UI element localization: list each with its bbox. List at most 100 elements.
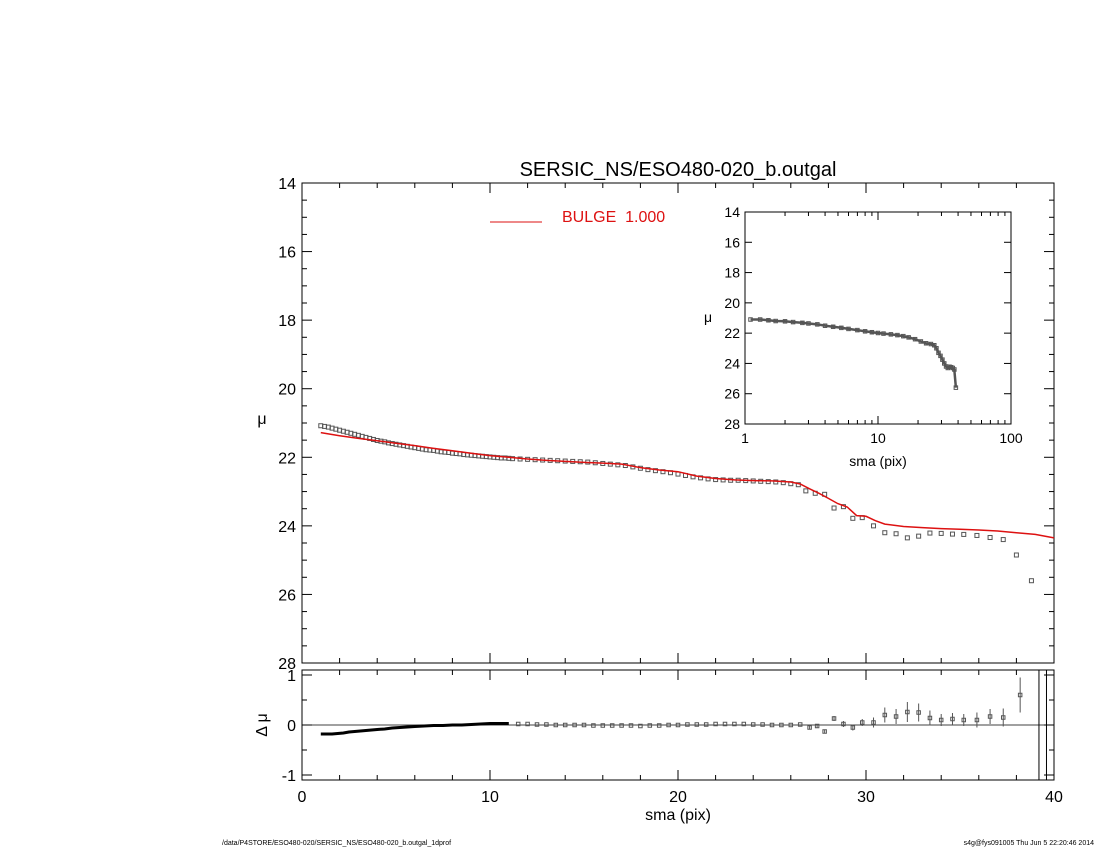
residual-x-axis-label: sma (pix)	[645, 807, 711, 824]
main-data-point	[645, 467, 651, 473]
residual-data-points	[320, 670, 1047, 780]
main-data-point	[1000, 537, 1006, 543]
main-data-point	[803, 488, 809, 494]
residual-xtick-label: 0	[298, 789, 307, 806]
residual-data-point	[871, 720, 876, 725]
residual-data-point	[779, 722, 784, 728]
main-ytick-label: 28	[278, 656, 296, 673]
inset-ytick-label: 28	[724, 416, 740, 432]
residual-data-point	[553, 722, 559, 728]
residual-ytick-label: 0	[287, 718, 296, 735]
footer-file-path: /data/P4STORE/ESO480-020/SERSIC_NS/ESO48…	[222, 840, 452, 847]
inset-y-ticks: 14 16 18 20 22 24 26 28	[724, 204, 1011, 432]
inset-data-band	[750, 318, 958, 388]
main-data-point	[949, 531, 955, 537]
main-ytick-label: 14	[278, 176, 296, 193]
main-data-point	[871, 523, 877, 529]
main-y-ticks: 14 16 18 20 22 24 26 28	[278, 176, 1054, 673]
residual-xtick-label: 20	[669, 789, 687, 806]
residual-data-point	[882, 712, 888, 718]
residual-data-point	[647, 723, 653, 728]
residual-data-point	[581, 722, 587, 728]
residual-data-point	[713, 721, 718, 727]
residual-data-point	[628, 723, 634, 728]
residual-x-ticks: 0 10 20 30 40	[298, 670, 1063, 806]
inset-x-axis-label: sma (pix)	[849, 453, 907, 469]
residual-data-point	[732, 721, 737, 727]
inset-plot-frame	[744, 211, 1012, 425]
residual-xtick-label: 30	[857, 789, 875, 806]
residual-data-point	[544, 722, 549, 727]
residual-data-point	[950, 716, 955, 722]
inset-y-axis-label: μ	[704, 309, 712, 325]
main-ytick-label: 26	[278, 587, 296, 604]
main-data-point	[652, 468, 658, 474]
inset-xtick-label: 10	[870, 430, 886, 446]
residual-data-point	[525, 721, 530, 727]
bulge-model-polyline	[320, 431, 1055, 539]
residual-data-point	[600, 723, 606, 728]
residual-data-point	[722, 721, 728, 727]
inset-xtick-label: 1	[741, 430, 749, 446]
inset-ytick-label: 14	[724, 204, 740, 220]
residual-xtick-label: 10	[481, 789, 499, 806]
inset-data-points	[748, 317, 959, 390]
main-data-point	[882, 530, 888, 536]
residual-data-point	[685, 722, 690, 727]
main-x-ticks	[301, 183, 1055, 663]
main-data-point	[850, 515, 856, 521]
main-y-axis-label: μ	[257, 411, 266, 428]
inset-ytick-label: 24	[724, 355, 740, 371]
legend: BULGE 1.000	[490, 209, 665, 226]
inset-x-ticks: 1 10 100	[741, 212, 1023, 446]
residual-data-point	[694, 722, 700, 727]
chart-title: SERSIC_NS/ESO480-020_b.outgal	[520, 159, 837, 181]
inset-ytick-label: 18	[724, 265, 740, 281]
residual-panel: -101 0 10 20 30 40 Δ μ sma (pix)	[254, 668, 1063, 824]
main-data-point	[713, 477, 719, 483]
bulge-model-line	[320, 431, 1055, 539]
residual-ytick-label: -1	[282, 768, 296, 785]
residual-data-point	[1017, 692, 1023, 698]
residual-data-point	[572, 722, 577, 728]
residual-data-point	[850, 725, 856, 730]
main-ytick-label: 22	[278, 450, 296, 467]
main-data-point	[961, 531, 967, 537]
residual-data-point	[1000, 715, 1006, 720]
inset-ytick-label: 16	[724, 234, 740, 250]
main-data-point	[1013, 552, 1019, 558]
main-ytick-label: 18	[278, 313, 296, 330]
residual-data-point	[562, 722, 568, 728]
main-data-point	[615, 462, 621, 468]
main-ytick-label: 20	[278, 382, 296, 399]
residual-data-point	[927, 715, 933, 721]
residual-data-point	[769, 722, 775, 728]
residual-data-point	[638, 723, 643, 729]
main-data-point	[987, 535, 993, 541]
main-data-point	[974, 532, 980, 538]
main-ytick-label: 16	[278, 245, 296, 262]
residual-data-point	[788, 722, 794, 728]
residual-xtick-label: 40	[1045, 789, 1063, 806]
residual-data-point	[814, 723, 820, 729]
inset-xtick-label: 100	[999, 430, 1023, 446]
residual-data-point	[905, 709, 910, 715]
main-data-point	[510, 456, 516, 462]
main-data-point	[1028, 578, 1034, 584]
main-data-point	[904, 535, 910, 541]
residual-data-point	[656, 723, 662, 728]
residual-data-point	[893, 714, 899, 719]
residual-data-point	[987, 714, 993, 719]
main-data-point	[765, 479, 771, 485]
residual-data-point	[822, 729, 827, 734]
legend-label: BULGE 1.000	[562, 209, 665, 226]
residual-y-axis-label: Δ μ	[254, 713, 271, 736]
main-data-point	[916, 533, 922, 539]
main-data-point	[831, 505, 837, 511]
residual-data-point	[741, 721, 747, 727]
main-data-points	[318, 423, 1034, 584]
main-data-point	[938, 530, 944, 536]
main-ytick-label: 24	[278, 519, 296, 536]
residual-data-point	[675, 722, 681, 728]
residual-data-point	[916, 710, 921, 715]
